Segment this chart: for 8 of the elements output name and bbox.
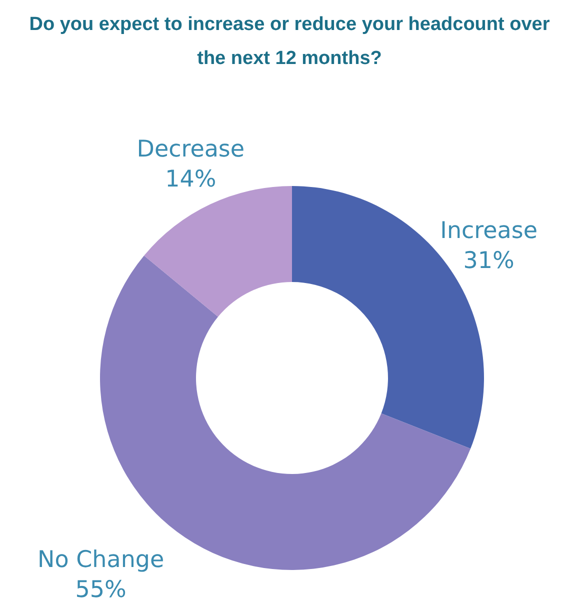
data-label: 31% [463,248,514,274]
slice-label: Decrease [136,136,245,163]
data-label: 14% [165,166,216,193]
slice-label: No Change [38,547,164,573]
data-label: 55% [75,577,126,603]
chart-title: Do you expect to increase or reduce your headcount over the next 12 months? [29,14,550,69]
donut-slice [144,186,292,317]
slice-label: Increase [440,218,538,244]
